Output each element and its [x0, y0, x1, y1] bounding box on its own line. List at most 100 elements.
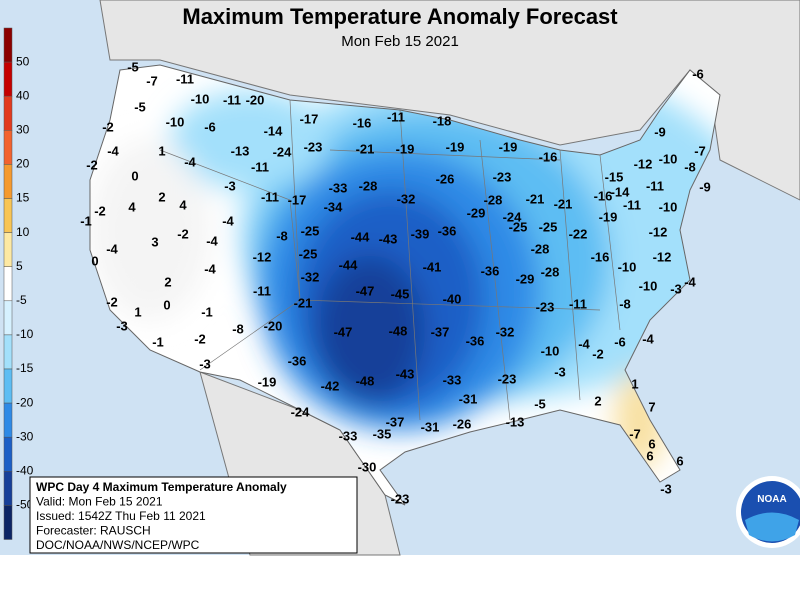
station-value: -19 [599, 209, 618, 224]
station-value: -31 [459, 391, 478, 406]
station-value: -23 [498, 371, 517, 386]
station-value: -11 [223, 92, 241, 107]
station-value: -44 [351, 229, 371, 244]
legend-swatch [3, 164, 13, 199]
station-value: -28 [359, 178, 378, 193]
station-value: -25 [539, 219, 558, 234]
station-value: -47 [334, 324, 353, 339]
legend-label: -50 [16, 498, 34, 512]
legend-swatch [3, 130, 13, 165]
station-value: 2 [164, 274, 171, 289]
station-value: -5 [134, 99, 146, 114]
station-value: -21 [294, 295, 313, 310]
station-value: -34 [324, 199, 344, 214]
logo-text: NOAA [757, 494, 786, 505]
legend-swatch [3, 471, 13, 506]
station-value: 7 [648, 399, 655, 414]
station-value: -48 [356, 373, 375, 388]
station-value: -2 [592, 346, 604, 361]
station-value: -11 [387, 109, 405, 124]
station-value: -10 [639, 278, 658, 293]
station-value: 0 [91, 253, 98, 268]
legend-label: -40 [16, 463, 34, 477]
station-value: -2 [86, 157, 98, 172]
station-value: -21 [356, 141, 375, 156]
station-value: -25 [299, 246, 318, 261]
station-value: -32 [301, 269, 320, 284]
station-value: -33 [329, 180, 348, 195]
station-value: -41 [423, 259, 442, 274]
station-value: -19 [499, 139, 518, 154]
station-value: -3 [660, 481, 672, 496]
info-line: Forecaster: RAUSCH [36, 524, 151, 538]
legend-label: -10 [16, 327, 34, 341]
legend-swatch [3, 266, 13, 302]
station-value: -6 [692, 66, 704, 81]
station-value: -16 [594, 188, 613, 203]
info-line: Valid: Mon Feb 15 2021 [36, 495, 163, 509]
station-value: -13 [231, 143, 250, 158]
station-value: -19 [446, 139, 465, 154]
station-value: -40 [443, 291, 462, 306]
station-value: -2 [177, 226, 189, 241]
station-value: -17 [288, 192, 307, 207]
station-value: -20 [246, 92, 265, 107]
station-value: -10 [618, 259, 637, 274]
station-value: -5 [534, 396, 546, 411]
station-value: -32 [496, 324, 515, 339]
legend-label: 15 [16, 191, 30, 205]
station-value: 6 [676, 453, 683, 468]
station-value: -33 [443, 372, 462, 387]
station-value: -3 [670, 281, 682, 296]
station-value: -24 [273, 144, 293, 159]
station-value: -16 [539, 149, 558, 164]
legend-label: -5 [16, 293, 27, 307]
station-value: -3 [116, 318, 128, 333]
station-value: -10 [166, 114, 185, 129]
station-value: -39 [411, 226, 430, 241]
subtitle: Mon Feb 15 2021 [341, 33, 459, 50]
station-value: -3 [554, 364, 566, 379]
state-lines [159, 99, 621, 421]
info-line: WPC Day 4 Maximum Temperature Anomaly [36, 480, 287, 494]
station-value: -47 [356, 283, 375, 298]
station-value: -28 [484, 192, 503, 207]
canada [99, 0, 800, 201]
legend-label: 50 [16, 54, 30, 68]
station-value: -4 [578, 336, 590, 351]
station-value: -36 [438, 223, 457, 238]
station-value: -10 [659, 199, 678, 214]
station-value: -37 [386, 414, 405, 429]
station-value: -1 [80, 213, 92, 228]
station-value: -42 [321, 378, 340, 393]
station-value: 2 [158, 189, 165, 204]
station-value: -12 [649, 224, 668, 239]
station-value: -31 [421, 419, 440, 434]
legend-label: -15 [16, 361, 34, 375]
station-value: 1 [158, 143, 165, 158]
station-value: -2 [106, 294, 118, 309]
station-value: -29 [516, 271, 535, 286]
station-value: -9 [699, 179, 711, 194]
station-value: -8 [684, 159, 696, 174]
station-value: -29 [467, 205, 486, 220]
station-value: 1 [134, 304, 141, 319]
legend-label: -30 [16, 429, 34, 443]
station-value: -26 [453, 416, 472, 431]
station-value: -25 [301, 223, 320, 238]
station-value: -1 [152, 334, 164, 349]
station-value: -8 [619, 296, 631, 311]
station-value: -35 [373, 426, 392, 441]
station-value: -12 [253, 249, 272, 264]
legend-label: 30 [16, 122, 30, 136]
logo-wave [745, 512, 799, 542]
station-value: -23 [391, 491, 410, 506]
legend-swatch [3, 198, 13, 233]
station-value: -32 [397, 191, 416, 206]
station-value: -4 [642, 331, 654, 346]
station-value: -16 [353, 115, 372, 130]
station-value: -14 [264, 123, 284, 138]
station-value: -43 [379, 231, 398, 246]
station-value: -7 [146, 73, 158, 88]
station-values: -5-7 -11-10 -11 -20-5-10 -6-2-4 1-4-13-14-24-… [80, 59, 711, 506]
